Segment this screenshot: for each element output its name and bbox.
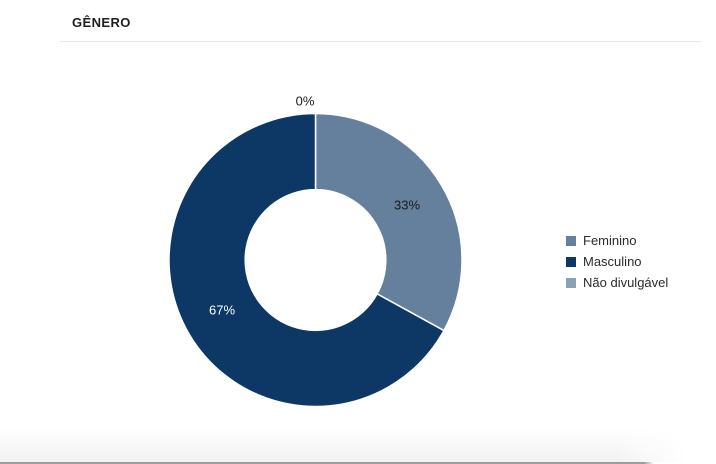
legend-item-masculino[interactable]: Masculino bbox=[566, 251, 668, 272]
header-divider bbox=[60, 41, 701, 42]
legend-swatch-icon bbox=[566, 235, 576, 246]
legend-label: Feminino bbox=[583, 233, 637, 248]
pie-slice-masculino[interactable] bbox=[168, 112, 445, 408]
slice-label-feminino: 33% bbox=[393, 197, 421, 213]
legend-item-feminino[interactable]: Feminino bbox=[566, 230, 668, 251]
slice-label-masculino: 67% bbox=[208, 302, 236, 318]
slice-label-nao-divulgavel: 0% bbox=[295, 93, 315, 109]
chart-legend: Feminino Masculino Não divulgável bbox=[566, 230, 668, 293]
legend-item-nao-divulgavel[interactable]: Não divulgável bbox=[566, 272, 668, 293]
legend-swatch-icon bbox=[566, 277, 576, 288]
legend-swatch-icon bbox=[566, 256, 576, 267]
legend-label: Não divulgável bbox=[583, 275, 669, 290]
legend-label: Masculino bbox=[583, 254, 642, 269]
pie-slice-feminino[interactable] bbox=[314, 112, 463, 332]
chart-section-title: GÊNERO bbox=[72, 15, 131, 30]
